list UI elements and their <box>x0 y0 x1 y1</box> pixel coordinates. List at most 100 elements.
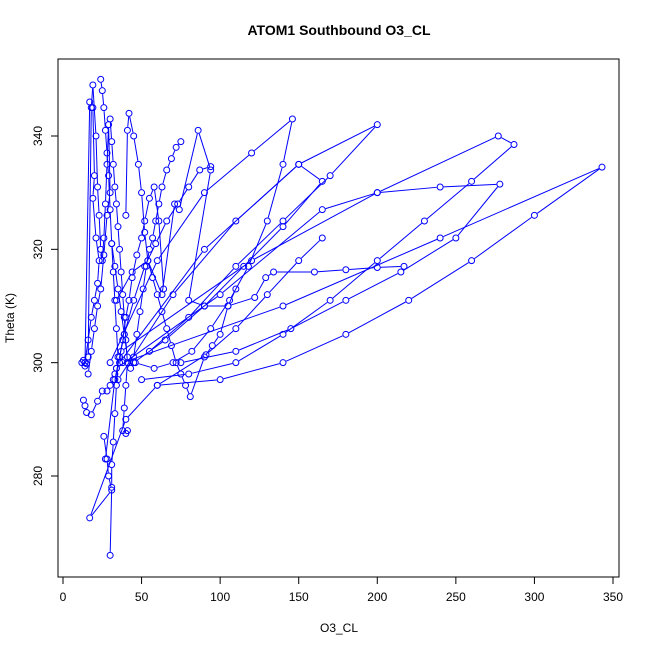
series-segment <box>106 156 109 173</box>
data-point <box>167 342 175 350</box>
data-point <box>128 268 136 276</box>
data-point <box>100 432 108 440</box>
data-point <box>226 296 234 304</box>
data-point <box>153 381 161 389</box>
data-point <box>94 183 102 191</box>
series-segment <box>120 275 123 292</box>
y-tick-label: 340 <box>31 126 45 146</box>
data-point <box>86 98 94 106</box>
x-tick-label: 200 <box>367 590 387 604</box>
series-segment <box>153 280 157 292</box>
data-point <box>95 257 103 265</box>
data-point <box>194 126 202 134</box>
series-segment <box>293 301 343 328</box>
data-point <box>111 376 119 384</box>
x-tick-label: 250 <box>446 590 466 604</box>
x-tick-label: 50 <box>135 590 149 604</box>
data-point <box>100 234 108 242</box>
series-segment <box>128 281 133 297</box>
data-point <box>97 75 105 83</box>
data-point <box>123 427 131 435</box>
data-point <box>530 211 538 219</box>
data-point <box>92 234 100 242</box>
series-segment <box>109 122 112 139</box>
series-segment <box>473 146 512 180</box>
series-segment <box>267 167 283 218</box>
series-segment <box>238 223 281 265</box>
series-segment <box>283 122 293 162</box>
data-point <box>163 217 171 225</box>
data-point <box>342 330 350 338</box>
data-point <box>232 217 240 225</box>
data-point <box>95 211 103 219</box>
data-point <box>111 410 119 418</box>
data-point <box>373 121 381 129</box>
series-segment <box>92 201 97 235</box>
data-point <box>87 347 95 355</box>
series-segment <box>133 139 139 161</box>
data-point <box>163 325 171 333</box>
series-segment <box>97 190 100 212</box>
series-7 <box>106 115 296 372</box>
data-point <box>117 308 125 316</box>
data-point <box>122 415 130 423</box>
series-segment <box>348 301 406 334</box>
series-segment <box>237 296 266 327</box>
series-4 <box>106 115 131 437</box>
series-segment <box>112 417 116 439</box>
data-point <box>202 351 210 359</box>
data-point <box>87 313 95 321</box>
data-point <box>152 217 160 225</box>
series-segment <box>117 292 122 309</box>
data-point <box>81 402 89 410</box>
data-point <box>106 115 114 123</box>
data-point <box>185 183 193 191</box>
series-1 <box>81 98 103 367</box>
series-segment <box>317 269 343 273</box>
data-point <box>94 397 102 405</box>
data-point <box>109 160 117 168</box>
series-segment <box>179 189 188 202</box>
series-segment <box>127 360 131 366</box>
data-point <box>232 347 240 355</box>
data-point <box>155 217 163 225</box>
series-segment <box>115 337 125 377</box>
y-tick-label: 280 <box>31 466 45 486</box>
data-point <box>163 166 171 174</box>
series-segment <box>91 303 95 314</box>
data-point <box>216 291 224 299</box>
series-segment <box>122 411 125 428</box>
series-segment <box>208 330 234 353</box>
x-axis-label: O3_CL <box>320 621 358 635</box>
data-point <box>90 325 98 333</box>
data-point <box>326 296 334 304</box>
series-segment <box>474 216 532 260</box>
data-point <box>185 296 193 304</box>
series-segment <box>111 247 114 269</box>
series-segment <box>139 292 144 309</box>
series-segment <box>268 273 272 277</box>
series-segment <box>181 377 185 383</box>
series-segment <box>212 302 229 327</box>
series-segment <box>98 393 102 399</box>
series-segment <box>536 168 600 214</box>
data-point <box>468 257 476 265</box>
series-segment <box>206 154 250 191</box>
data-point <box>598 163 606 171</box>
data-point <box>167 155 175 163</box>
data-point <box>279 223 287 231</box>
series-segment <box>206 348 211 355</box>
data-point <box>134 160 142 168</box>
data-point <box>100 104 108 112</box>
data-point <box>122 211 130 219</box>
x-axis: 0 50 100 150 200 250 300 350 <box>60 576 623 604</box>
data-point <box>171 200 179 208</box>
data-point <box>232 262 240 270</box>
data-point <box>232 285 240 293</box>
data-point <box>177 138 185 146</box>
series-segment <box>92 404 97 412</box>
series-segment <box>379 222 423 259</box>
data-point <box>177 359 185 367</box>
series-segment <box>144 201 150 218</box>
